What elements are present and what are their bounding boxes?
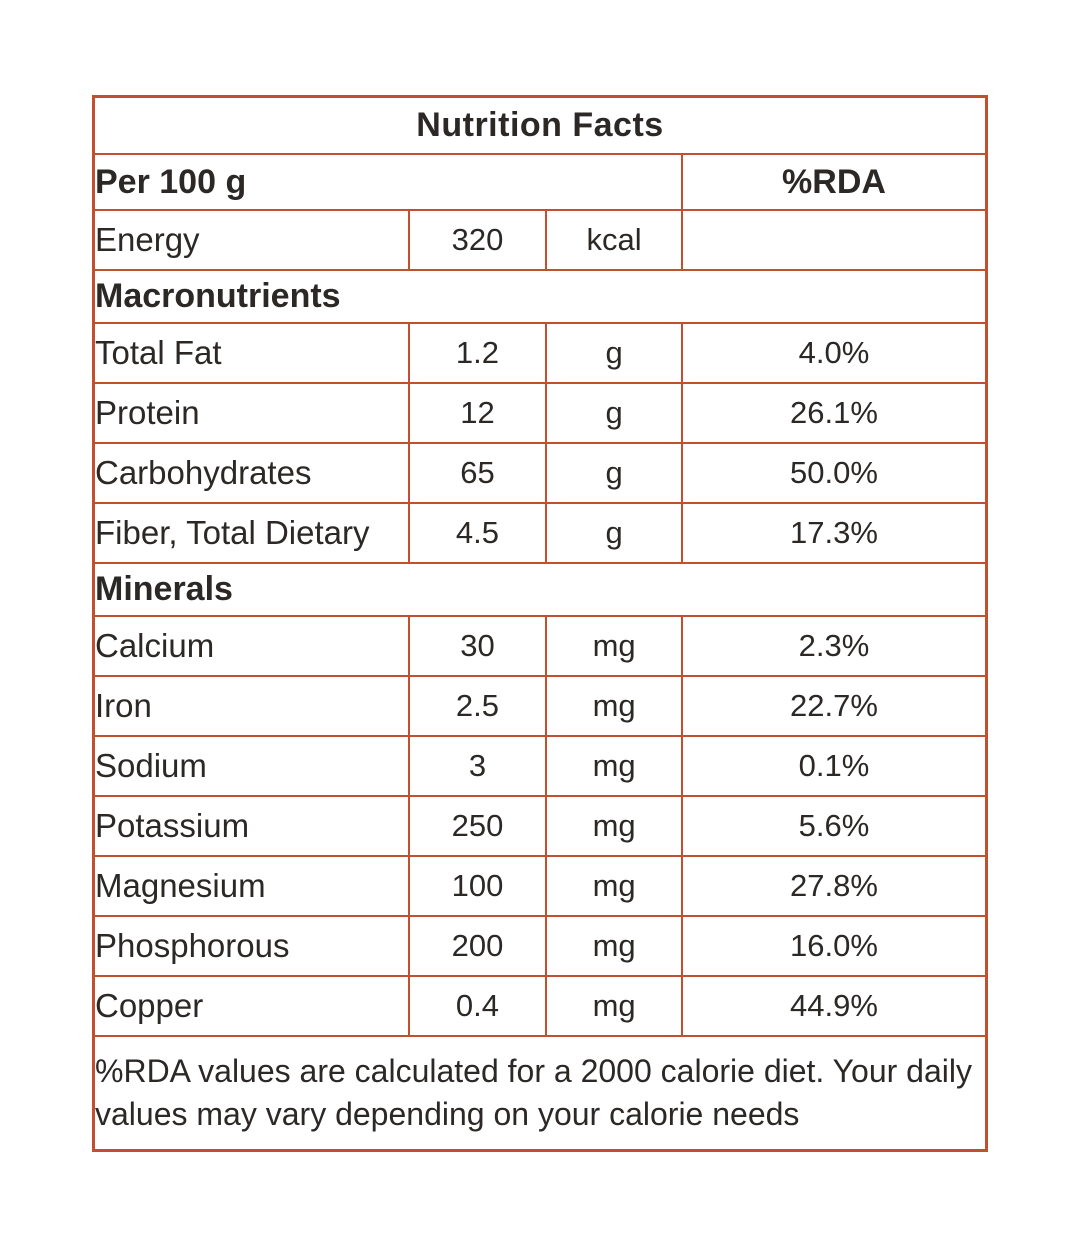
table-title: Nutrition Facts <box>92 95 988 155</box>
nutrient-rda: 17.3% <box>680 502 988 564</box>
nutrient-value: 1.2 <box>407 322 548 384</box>
nutrient-value: 0.4 <box>407 975 548 1037</box>
nutrient-label: Total Fat <box>92 322 410 384</box>
nutrient-value: 250 <box>407 795 548 857</box>
section-row: Minerals <box>92 562 988 617</box>
table-row-protein: Protein 12 g 26.1% <box>92 382 988 444</box>
table-row-iron: Iron 2.5 mg 22.7% <box>92 675 988 737</box>
nutrient-label: Carbohydrates <box>92 442 410 504</box>
nutrient-rda: 0.1% <box>680 735 988 797</box>
nutrient-value: 30 <box>407 615 548 677</box>
header-row: Per 100 g %RDA <box>92 153 988 211</box>
rda-column-header: %RDA <box>680 153 988 211</box>
nutrient-unit: mg <box>545 675 683 737</box>
table-row-magnesium: Magnesium 100 mg 27.8% <box>92 855 988 917</box>
nutrient-unit: g <box>545 442 683 504</box>
nutrient-value: 100 <box>407 855 548 917</box>
nutrient-unit: mg <box>545 975 683 1037</box>
nutrient-unit: kcal <box>545 209 683 271</box>
footnote: %RDA values are calculated for a 2000 ca… <box>92 1035 988 1152</box>
nutrient-value: 320 <box>407 209 548 271</box>
nutrient-label: Sodium <box>92 735 410 797</box>
table-row-copper: Copper 0.4 mg 44.9% <box>92 975 988 1037</box>
table-row-carbohydrates: Carbohydrates 65 g 50.0% <box>92 442 988 504</box>
title-row: Nutrition Facts <box>92 95 988 155</box>
table-row-potassium: Potassium 250 mg 5.6% <box>92 795 988 857</box>
nutrient-rda: 2.3% <box>680 615 988 677</box>
nutrient-unit: mg <box>545 855 683 917</box>
table-row-total-fat: Total Fat 1.2 g 4.0% <box>92 322 988 384</box>
nutrient-rda: 50.0% <box>680 442 988 504</box>
nutrient-label: Calcium <box>92 615 410 677</box>
nutrient-label: Energy <box>92 209 410 271</box>
nutrient-value: 2.5 <box>407 675 548 737</box>
nutrient-rda: 26.1% <box>680 382 988 444</box>
nutrient-value: 12 <box>407 382 548 444</box>
serving-size-header: Per 100 g <box>92 153 683 211</box>
section-header-macronutrients: Macronutrients <box>92 269 988 324</box>
nutrient-label: Iron <box>92 675 410 737</box>
nutrient-label: Potassium <box>92 795 410 857</box>
nutrition-facts-table: Nutrition Facts Per 100 g %RDA Energy 32… <box>92 95 988 1152</box>
nutrient-unit: g <box>545 382 683 444</box>
nutrient-rda: 44.9% <box>680 975 988 1037</box>
nutrient-label: Copper <box>92 975 410 1037</box>
nutrient-unit: g <box>545 322 683 384</box>
table-row-sodium: Sodium 3 mg 0.1% <box>92 735 988 797</box>
nutrient-value: 3 <box>407 735 548 797</box>
nutrient-label: Fiber, Total Dietary <box>92 502 410 564</box>
footnote-row: %RDA values are calculated for a 2000 ca… <box>92 1035 988 1152</box>
nutrient-rda: 5.6% <box>680 795 988 857</box>
nutrient-unit: mg <box>545 615 683 677</box>
nutrient-label: Phosphorous <box>92 915 410 977</box>
table-row-phosphorous: Phosphorous 200 mg 16.0% <box>92 915 988 977</box>
nutrient-unit: mg <box>545 915 683 977</box>
nutrient-value: 200 <box>407 915 548 977</box>
nutrient-rda <box>680 209 988 271</box>
nutrient-unit: mg <box>545 795 683 857</box>
nutrient-rda: 4.0% <box>680 322 988 384</box>
nutrient-rda: 27.8% <box>680 855 988 917</box>
nutrient-rda: 22.7% <box>680 675 988 737</box>
table-row-calcium: Calcium 30 mg 2.3% <box>92 615 988 677</box>
table-row-energy: Energy 320 kcal <box>92 209 988 271</box>
nutrient-label: Protein <box>92 382 410 444</box>
nutrient-value: 4.5 <box>407 502 548 564</box>
nutrient-unit: g <box>545 502 683 564</box>
table-row-fiber: Fiber, Total Dietary 4.5 g 17.3% <box>92 502 988 564</box>
nutrient-unit: mg <box>545 735 683 797</box>
nutrient-rda: 16.0% <box>680 915 988 977</box>
section-row: Macronutrients <box>92 269 988 324</box>
section-header-minerals: Minerals <box>92 562 988 617</box>
nutrient-label: Magnesium <box>92 855 410 917</box>
nutrient-value: 65 <box>407 442 548 504</box>
